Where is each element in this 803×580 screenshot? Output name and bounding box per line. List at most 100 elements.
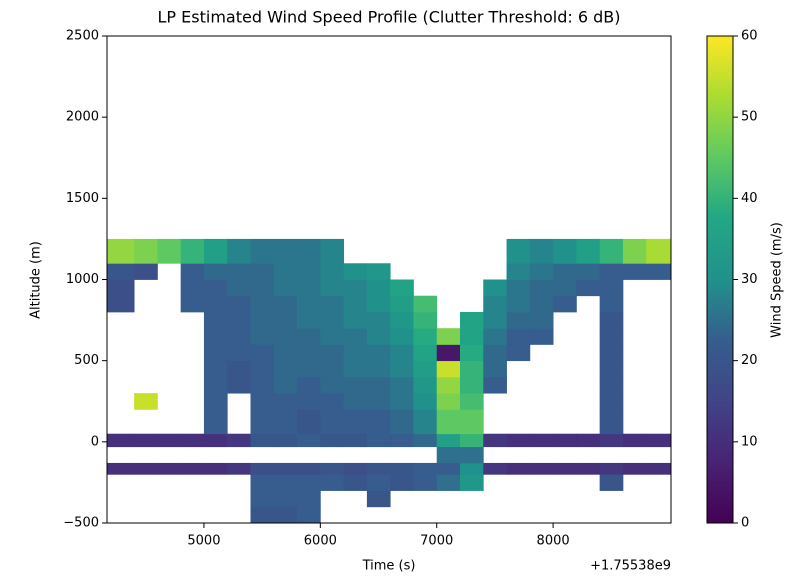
heatmap-cell [413,409,438,435]
heatmap-cell [203,238,228,264]
heatmap-cell [599,409,624,435]
heatmap-cell [436,393,461,410]
heatmap-cell [366,376,391,394]
heatmap-cell [390,433,414,448]
heatmap-cell [273,360,298,378]
heatmap-cell [366,433,391,448]
heatmap-cell [483,462,507,475]
y-tick-label: 2500 [66,29,99,44]
heatmap-cell [459,474,484,491]
heatmap-cell [203,393,228,410]
heatmap-cell [529,238,554,264]
heatmap-cell [250,360,275,378]
heatmap-cell [227,263,251,280]
heatmap-cell [622,263,647,280]
heatmap-cell [203,263,228,280]
y-axis-label: Altitude (m) [29,241,44,319]
heatmap-cell [436,433,461,448]
x-tick-label: 5000 [187,534,220,549]
heatmap-cell [483,433,507,448]
heatmap-cell [273,376,298,394]
heatmap-cell [343,295,368,313]
heatmap-cell [273,490,298,508]
heatmap-cell [297,506,321,524]
heatmap-cell [107,433,135,448]
heatmap-cell [506,328,531,345]
heatmap-cell [297,462,321,475]
colorbar-tick-label: 60 [741,29,758,44]
heatmap-cell [107,238,135,264]
heatmap-cell [390,409,414,435]
heatmap-cell [576,433,601,448]
heatmap-cell [506,263,531,280]
heatmap-cell [599,344,624,362]
colorbar [706,35,734,524]
heatmap-cell [297,238,321,264]
heatmap-cell [227,344,251,362]
heatmap-cell [599,376,624,394]
heatmap-cell [227,376,251,394]
heatmap-cell [273,238,298,264]
heatmap-cell [180,433,205,448]
heatmap-cell [343,376,368,394]
heatmap-cell [250,238,275,264]
heatmap-cell [343,433,368,448]
heatmap-cell [250,376,275,394]
heatmap-cell [343,393,368,410]
heatmap-cell [459,433,484,448]
heatmap-cell [529,462,554,475]
heatmap-cell [599,360,624,378]
heatmap-cell [436,328,461,345]
heatmap-cell [227,462,251,475]
heatmap-cell [227,311,251,329]
heatmap-cell [366,490,391,508]
heatmap-cell [273,344,298,362]
heatmap-cell [553,263,577,280]
heatmap-cell [134,263,158,280]
heatmap-cell [576,238,601,264]
heatmap-cell [203,409,228,435]
heatmap-cell [390,376,414,394]
heatmap-cell [157,462,182,475]
x-axis-label: Time (s) [362,559,416,574]
heatmap-cell [436,462,461,475]
heatmap-cell [227,360,251,378]
heatmap-cell [180,295,205,313]
heatmap-cell [227,279,251,297]
heatmap-cell [320,462,345,475]
heatmap-cell [553,433,577,448]
heatmap-cell [622,462,647,475]
heatmap-cell [250,311,275,329]
heatmap-cell [483,279,507,297]
heatmap-cell [320,376,345,394]
heatmap-cell [273,506,298,524]
heatmap-cell [343,409,368,435]
heatmap-cell [250,490,275,508]
heatmap-cell [436,344,461,362]
heatmap-cell [390,328,414,345]
heatmap-cell [483,295,507,313]
heatmap-cell [459,311,484,329]
heatmap-cell [203,376,228,394]
heatmap-cell [343,328,368,345]
heatmap-cell [553,462,577,475]
heatmap-cell [297,295,321,313]
heatmap-cell [180,462,205,475]
heatmap-cell [413,393,438,410]
heatmap-cell [320,360,345,378]
heatmap-cell [250,328,275,345]
heatmap-cell [646,462,672,475]
heatmap-cell [390,344,414,362]
heatmap-cell [107,462,135,475]
heatmap-cell [273,433,298,448]
heatmap-cell [529,295,554,313]
heatmap-cell [203,279,228,297]
colorbar-tick-label: 50 [741,110,758,125]
heatmap-cell [297,393,321,410]
heatmap-cell [366,393,391,410]
colorbar-label: Wind Speed (m/s) [770,222,785,338]
heatmap-cell [483,328,507,345]
heatmap-cell [250,279,275,297]
heatmap-cell [227,328,251,345]
heatmap-cell [599,311,624,329]
